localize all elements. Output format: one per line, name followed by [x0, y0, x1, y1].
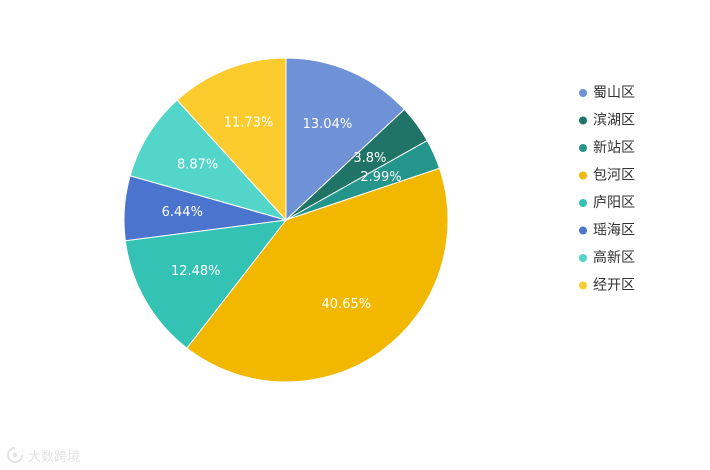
pie-slice-1	[285, 57, 406, 222]
slice-label-5: 12.48%	[171, 264, 221, 279]
legend-label-1: 蜀山区	[593, 85, 635, 101]
legend-marker-5	[579, 199, 587, 207]
pie-slice-8	[176, 57, 287, 222]
slice-label-2: 3.8%	[353, 151, 386, 166]
legend-marker-4	[579, 171, 587, 180]
pie-slice-5	[124, 219, 288, 349]
pie-slice-7	[129, 99, 288, 221]
slice-label-7: 8.87%	[177, 158, 218, 173]
legend-marker-2	[579, 116, 587, 125]
legend-marker-7	[579, 254, 587, 262]
legend-label-3: 新站区	[593, 140, 635, 156]
legend-label-7: 高新区	[593, 249, 635, 266]
legend-marker-1	[579, 89, 587, 97]
legend-label-2: 滨湖区	[593, 113, 635, 129]
watermark: 大数跨境	[6, 444, 80, 466]
pie-slices	[123, 57, 449, 383]
slice-label-4: 40.65%	[322, 297, 372, 312]
legend-marker-8	[579, 281, 587, 290]
legend-marker-6	[579, 226, 587, 235]
slice-label-1: 13.04%	[303, 117, 353, 132]
legend-label-6: 瑶海区	[593, 223, 635, 239]
slice-label-8: 11.73%	[224, 115, 274, 130]
legend-label-5: 庐阳区	[593, 195, 635, 211]
legend-marker-3	[579, 144, 587, 152]
pie-slice-4	[186, 167, 449, 383]
pie-slice-labels: 13.04% 3.8% 2.99% 40.65% 12.48% 6.44% 8.87% 11.…	[162, 115, 402, 312]
slice-label-6: 6.44%	[162, 205, 203, 220]
legend-label-4: 包河区	[593, 168, 635, 184]
slice-label-3: 2.99%	[360, 170, 401, 185]
watermark-text: 大数跨境	[28, 449, 81, 465]
watermark-logo-icon	[7, 447, 23, 463]
legend-label-8: 经开区	[593, 278, 635, 294]
